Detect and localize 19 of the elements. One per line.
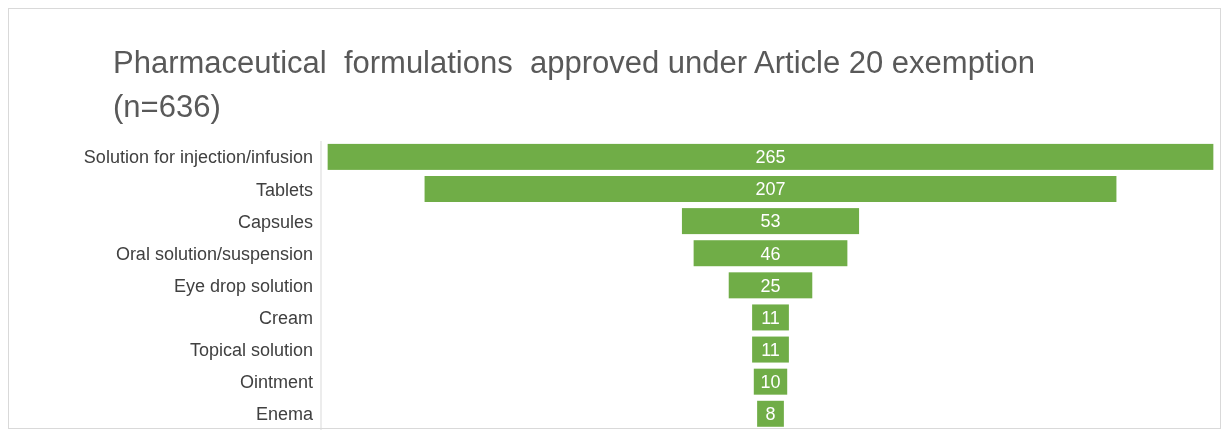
data-label: 8 bbox=[765, 404, 776, 425]
data-label: 53 bbox=[760, 211, 781, 232]
category-label: Topical solution bbox=[189, 340, 313, 361]
category-label: Enema bbox=[255, 404, 314, 425]
category-label: Ointment bbox=[239, 372, 313, 393]
category-label: Tablets bbox=[255, 179, 313, 200]
data-label: 11 bbox=[761, 339, 780, 360]
data-label: 10 bbox=[760, 371, 781, 392]
category-label: Capsules bbox=[237, 211, 313, 232]
data-label: 46 bbox=[760, 243, 781, 264]
data-label: 25 bbox=[760, 275, 781, 296]
data-label: 265 bbox=[755, 147, 786, 168]
text: Pharmaceutical formulations approved under Article 20 exemption (n=636) bbox=[113, 44, 1036, 126]
category-label: Eye drop solution bbox=[173, 275, 313, 296]
category-label: Oral solution/suspension bbox=[115, 243, 313, 264]
category-label: Solution for injection/infusion bbox=[83, 147, 313, 168]
category-label: Cream bbox=[258, 308, 313, 328]
data-label: 207 bbox=[755, 179, 786, 200]
data-label: 11 bbox=[761, 307, 780, 328]
